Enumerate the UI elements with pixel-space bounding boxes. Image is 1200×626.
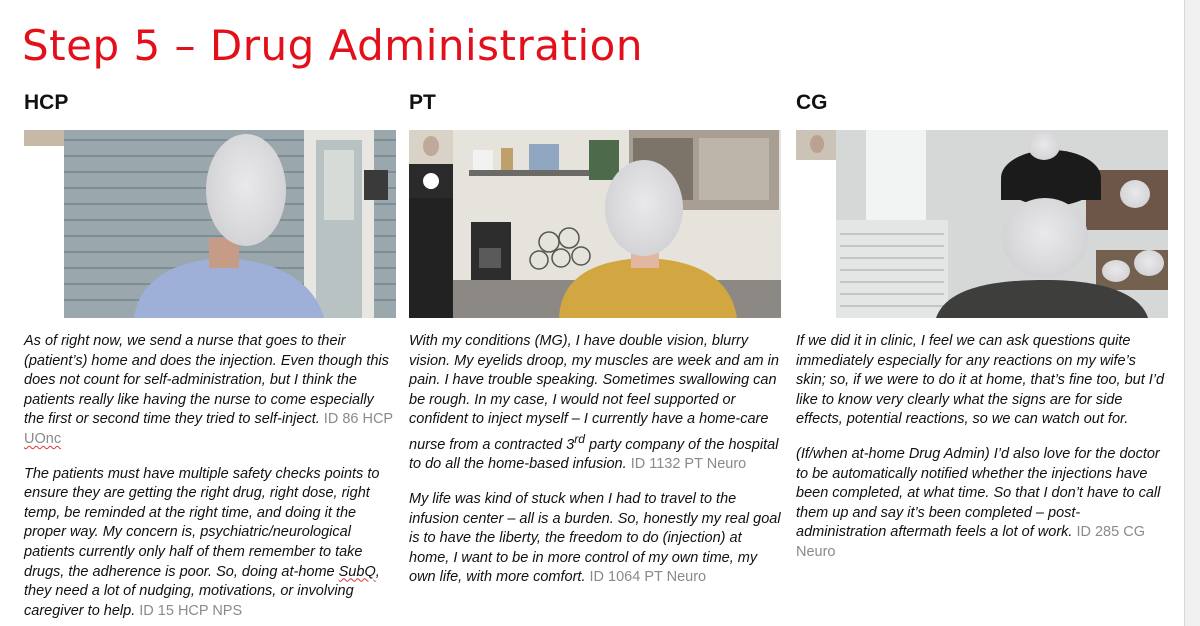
quote-pt-1: With my conditions (MG), I have double v…	[409, 332, 781, 475]
quote-text: (If/when at-home Drug Admin) I’d also lo…	[796, 445, 1161, 541]
blurred-face	[1002, 198, 1088, 278]
quote-hcp-1: As of right now, we send a nurse that go…	[24, 332, 396, 450]
quote-id: ID 15 HCP NPS	[139, 602, 243, 619]
quote-text: As of right now, we send a nurse that go…	[24, 333, 389, 428]
pt-video-frame	[409, 130, 781, 318]
quote-text: My life was kind of stuck when I had to …	[409, 490, 781, 586]
blurred-face	[206, 134, 286, 246]
page-title: Step 5 – Drug Administration	[22, 21, 643, 70]
spellcheck-flagged-word: SubQ	[338, 563, 376, 580]
video-call-screenshot-hcp	[24, 130, 396, 318]
blurred-face	[1120, 180, 1150, 208]
thumbnail-face	[423, 136, 439, 156]
quote-text: If we did it in clinic, I feel we can as…	[796, 333, 1165, 428]
superscript: rd	[574, 431, 585, 446]
quote-text: With my conditions (MG), I have double v…	[409, 333, 779, 453]
thumbnail-face	[810, 135, 824, 153]
column-hcp: HCP As	[24, 90, 396, 621]
quote-text: party company of the hospital to do all …	[409, 436, 779, 473]
blurred-face	[605, 160, 683, 256]
column-header-pt: PT	[409, 91, 436, 114]
window-edge	[1184, 0, 1200, 626]
quote-cg-1: If we did it in clinic, I feel we can as…	[796, 332, 1168, 430]
column-header-hcp: HCP	[24, 91, 69, 114]
blurred-face	[1102, 260, 1130, 282]
quote-id: ID 86 HCP UOnc	[24, 411, 393, 447]
quote-hcp-2: The patients must have multiple safety c…	[24, 465, 396, 622]
column-pt: PT	[409, 90, 781, 588]
quote-id: ID 1064 PT Neuro	[589, 569, 707, 586]
quote-text: , they need a lot of nudging, motivation…	[24, 563, 380, 619]
quote-id: ID 285 CG Neuro	[796, 524, 1145, 560]
hcp-video-frame	[24, 130, 396, 318]
quote-pt-2: My life was kind of stuck when I had to …	[409, 490, 781, 588]
quote-id: ID 1132 PT Neuro	[630, 456, 747, 473]
column-cg: CG	[796, 90, 1168, 563]
user-avatar-icon	[424, 175, 438, 189]
quote-text: The patients must have multiple safety c…	[24, 465, 380, 580]
video-call-screenshot-pt	[409, 130, 781, 318]
video-call-screenshot-cg	[796, 130, 1168, 318]
cg-video-frame	[796, 130, 1168, 318]
quote-cg-2: (If/when at-home Drug Admin) I’d also lo…	[796, 445, 1168, 563]
blurred-face	[1134, 250, 1164, 276]
blurred-face	[1028, 132, 1060, 160]
column-header-cg: CG	[796, 91, 828, 114]
